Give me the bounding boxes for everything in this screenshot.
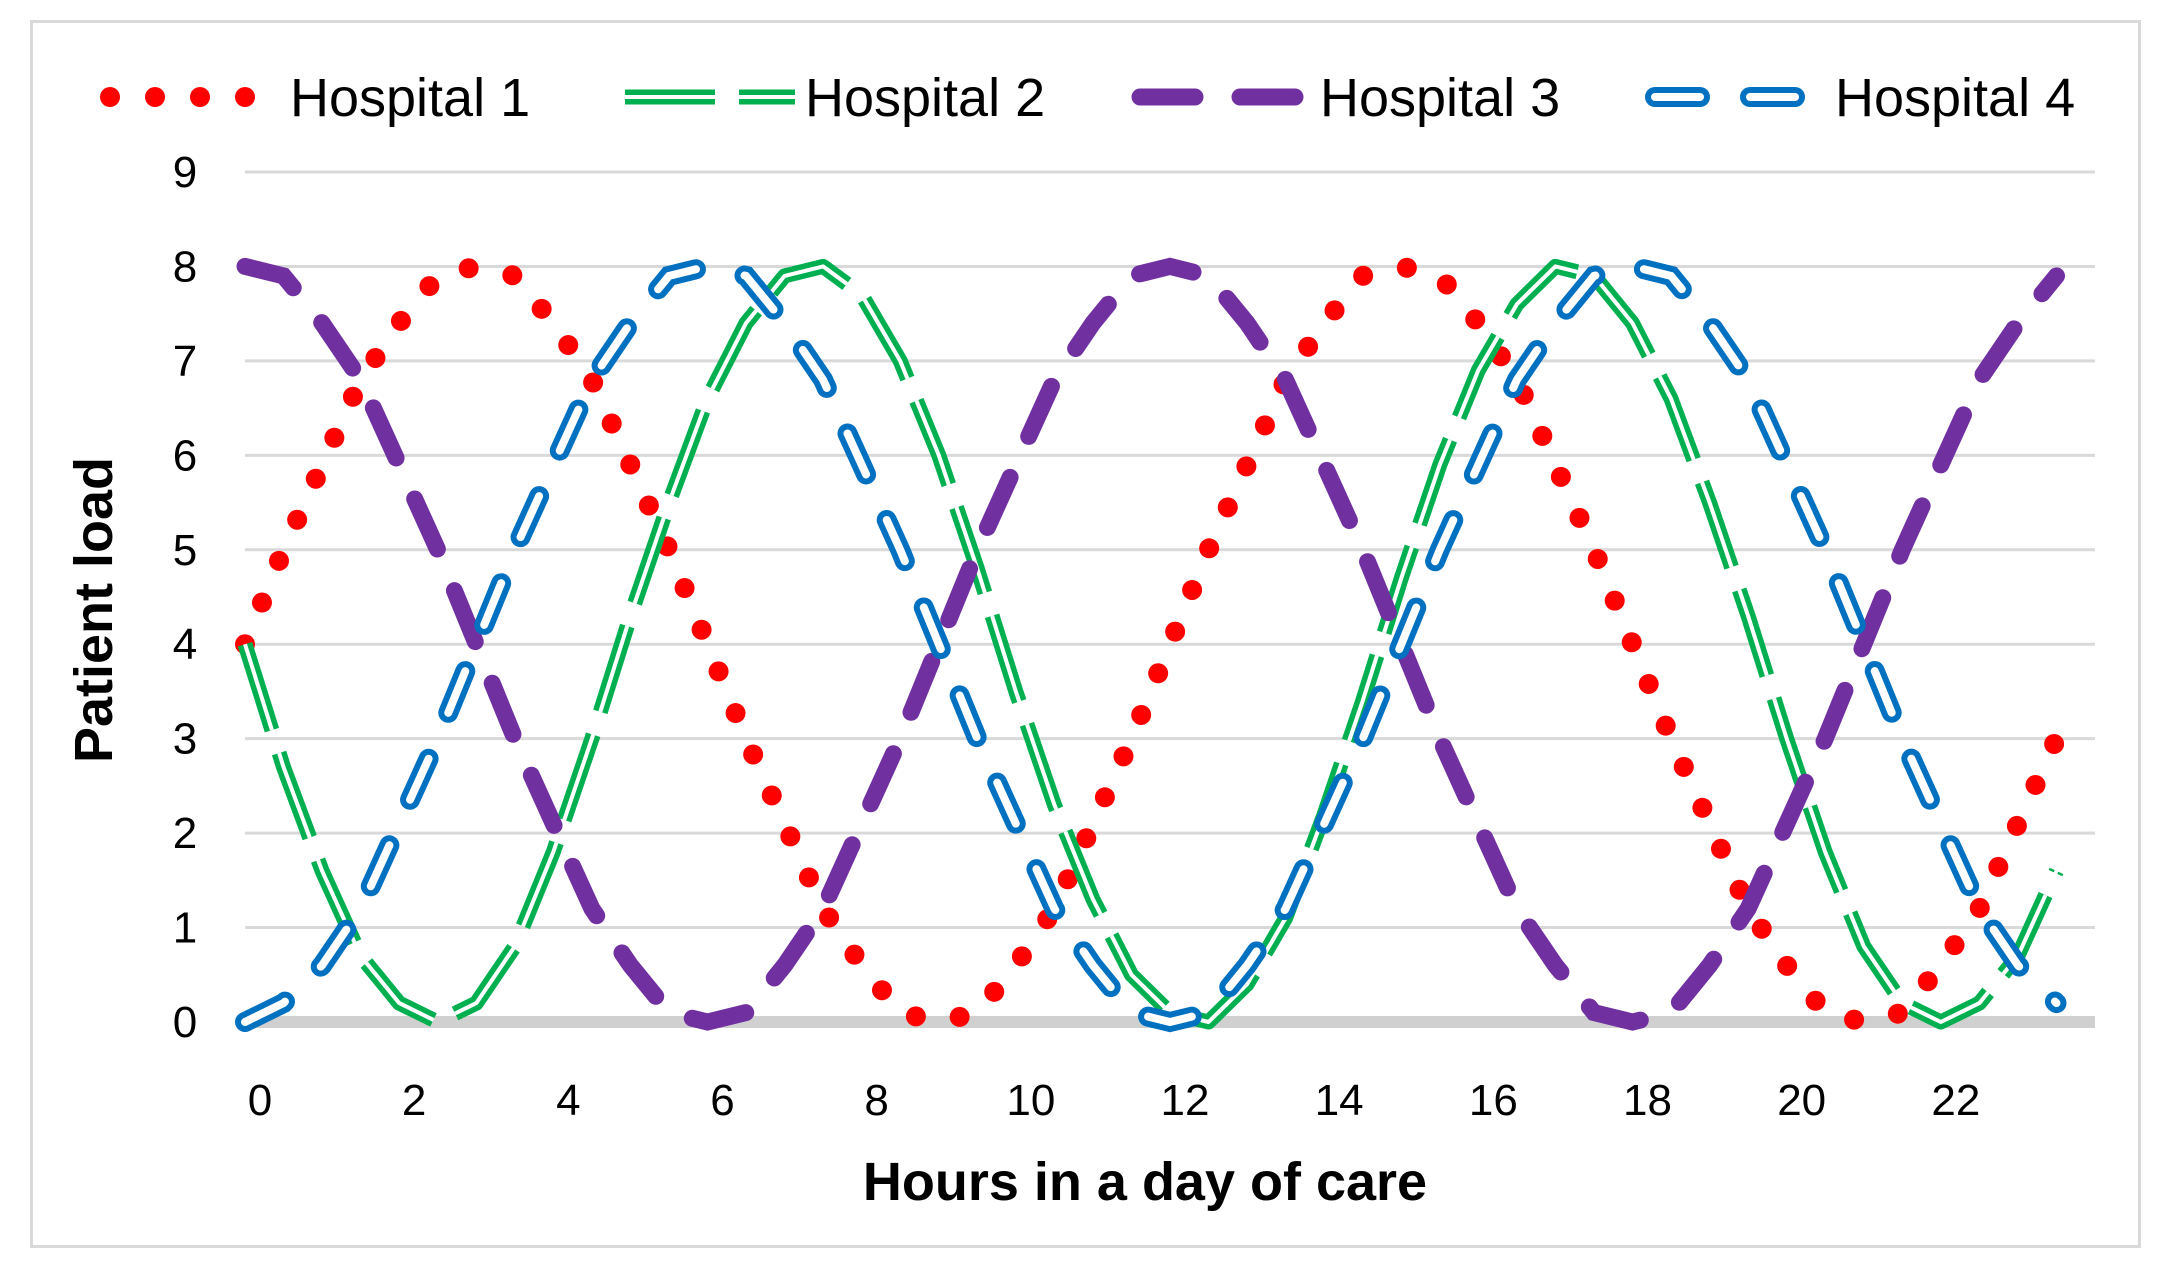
chart-frame <box>30 20 2141 1248</box>
y-tick-label: 5 <box>173 526 197 575</box>
y-tick-label: 9 <box>173 148 197 197</box>
legend-item: Hospital 2 <box>625 68 1045 128</box>
legend-label: Hospital 3 <box>1320 68 1560 128</box>
series-1 <box>235 256 2067 1033</box>
y-tick-label: 7 <box>173 337 197 386</box>
x-tick-label: 18 <box>1623 1076 1672 1125</box>
x-tick-label: 20 <box>1777 1076 1826 1125</box>
y-tick-label: 8 <box>173 242 197 291</box>
y-tick-label: 3 <box>173 715 197 764</box>
series-line-inner <box>243 264 2059 1024</box>
legend-item: Hospital 3 <box>1131 68 1560 128</box>
y-axis-title: Patient load <box>64 457 124 763</box>
legend-item: Hospital 4 <box>1645 68 2075 128</box>
x-tick-label: 0 <box>248 1076 272 1125</box>
x-tick-label: 12 <box>1161 1076 1210 1125</box>
y-tick-label: 4 <box>173 620 197 669</box>
y-tick-label: 1 <box>173 904 197 953</box>
x-tick-label: 14 <box>1315 1076 1364 1125</box>
y-tick-label: 6 <box>173 431 197 480</box>
y-tick-label: 0 <box>173 998 197 1047</box>
x-tick-label: 6 <box>710 1076 734 1125</box>
x-tick-label: 2 <box>402 1076 426 1125</box>
series-line <box>236 257 2065 1031</box>
legend: Hospital 1 Hospital 2 Hospital 3 Hospital 4 <box>100 68 2075 128</box>
x-axis-title: Hours in a day of care <box>863 1152 1427 1212</box>
series-4 <box>235 256 2067 1033</box>
series-line-inner <box>241 262 2061 1027</box>
series-2 <box>237 258 2064 1030</box>
series-lines <box>235 256 2067 1033</box>
x-tick-label: 10 <box>1006 1076 1055 1125</box>
x-tick-label: 22 <box>1931 1076 1980 1125</box>
x-tick-label: 8 <box>864 1076 888 1125</box>
gridlines <box>245 170 2095 1028</box>
legend-label: Hospital 2 <box>805 68 1045 128</box>
y-axis-ticks: 0 1 2 3 4 5 6 7 8 9 <box>173 148 197 1047</box>
y-tick-label: 2 <box>173 809 197 858</box>
series-3 <box>236 257 2065 1031</box>
legend-item: Hospital 1 <box>100 68 530 128</box>
x-tick-label: 4 <box>556 1076 580 1125</box>
series-line <box>235 256 2067 1033</box>
x-tick-label: 16 <box>1469 1076 1518 1125</box>
x-axis-ticks: 0 2 4 6 8 10 12 14 16 18 20 22 <box>248 1076 1981 1125</box>
legend-label: Hospital 4 <box>1835 68 2075 128</box>
legend-label: Hospital 1 <box>290 68 530 128</box>
